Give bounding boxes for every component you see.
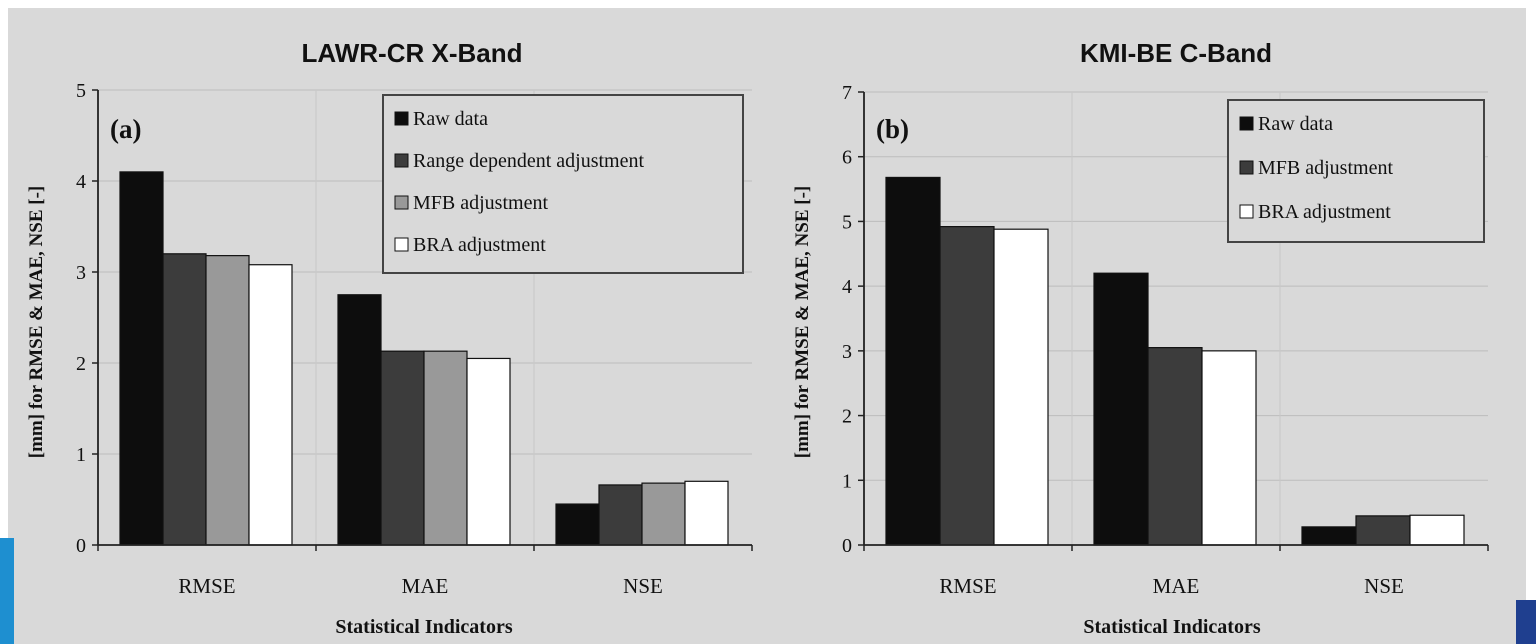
chart-b-legend: Raw data MFB adjustment BRA adjustment	[1227, 99, 1485, 243]
bar-nse-raw-data	[555, 503, 600, 546]
chart-b-ylabel: [mm] for RMSE & MAE, NSE [-]	[792, 186, 813, 458]
chart-b-title: KMI-BE C-Band	[1080, 38, 1272, 68]
slide-accent-left	[0, 538, 14, 644]
legend-swatch	[394, 195, 409, 210]
bar-mae-raw-data	[1093, 272, 1149, 546]
x-tick-label: NSE	[1364, 574, 1404, 598]
bar-rmse-raw-data	[885, 176, 941, 546]
bar-nse-range-dependent-adjustment	[598, 484, 643, 546]
bar-rmse-bra-adjustment	[248, 264, 293, 546]
chart-a: LAWR-CR X-Band (a) Statistical Indicator…	[26, 38, 753, 638]
chart-a-axes: 0 1 2 3 4 5 RMSE MAE NSE	[76, 80, 753, 598]
x-tick-label: RMSE	[939, 574, 996, 598]
bar-mae-mfb-adjustment	[1147, 347, 1203, 546]
legend-label: MFB adjustment	[1258, 157, 1393, 179]
legend-label: BRA adjustment	[413, 234, 546, 256]
bar-mae-bra-adjustment	[466, 357, 511, 546]
y-tick-label: 6	[842, 147, 852, 169]
legend-swatch	[1239, 116, 1254, 131]
y-tick-label: 4	[76, 171, 86, 193]
bar-nse-raw-data	[1301, 526, 1357, 546]
bar-rmse-range-dependent-adjustment	[162, 253, 207, 546]
legend-swatch	[394, 237, 409, 252]
chart-b-axes: 0 1 2 3 4 5 6 7 RMSE MAE NSE	[842, 82, 1489, 598]
bar-rmse-mfb-adjustment	[205, 255, 250, 546]
y-tick-label: 3	[842, 341, 852, 363]
bar-nse-bra-adjustment	[684, 480, 729, 546]
y-tick-label: 1	[76, 444, 86, 466]
legend-label: Raw data	[1258, 113, 1333, 135]
y-tick-label: 7	[842, 82, 852, 104]
bar-mae-range-dependent-adjustment	[380, 350, 425, 546]
chart-b: KMI-BE C-Band (b) Statistical Indicators…	[792, 38, 1489, 638]
y-tick-label: 2	[842, 406, 852, 428]
x-tick-label: MAE	[402, 574, 449, 598]
legend-label: BRA adjustment	[1258, 201, 1391, 223]
chart-a-panel-label: (a)	[110, 114, 141, 144]
legend-box	[1227, 99, 1485, 243]
bar-nse-mfb-adjustment	[1355, 515, 1411, 546]
chart-a-xlabel: Statistical Indicators	[335, 616, 512, 638]
x-tick-label: NSE	[623, 574, 663, 598]
chart-a-title: LAWR-CR X-Band	[302, 38, 523, 68]
legend-box	[382, 94, 744, 274]
bar-nse-bra-adjustment	[1409, 514, 1465, 546]
y-tick-label: 3	[76, 262, 86, 284]
chart-a-bars	[119, 171, 729, 546]
bar-rmse-bra-adjustment	[993, 228, 1049, 546]
y-tick-label: 0	[842, 535, 852, 557]
y-tick-label: 5	[76, 80, 86, 102]
bar-rmse-mfb-adjustment	[939, 226, 995, 546]
bar-nse-mfb-adjustment	[641, 482, 686, 546]
legend-label: MFB adjustment	[413, 192, 548, 214]
y-tick-label: 2	[76, 353, 86, 375]
y-tick-label: 5	[842, 211, 852, 233]
chart-a-legend: Raw data Range dependent adjustment MFB ad…	[382, 94, 744, 274]
legend-label: Range dependent adjustment	[413, 150, 644, 172]
chart-a-ylabel: [mm] for RMSE & MAE, NSE [-]	[26, 186, 47, 458]
legend-swatch	[1239, 204, 1254, 219]
legend-label: Raw data	[413, 108, 488, 130]
y-tick-label: 1	[842, 470, 852, 492]
chart-b-xlabel: Statistical Indicators	[1083, 616, 1260, 638]
bar-mae-bra-adjustment	[1201, 350, 1257, 546]
y-tick-label: 0	[76, 535, 86, 557]
bar-mae-raw-data	[337, 294, 382, 546]
x-tick-label: RMSE	[178, 574, 235, 598]
chart-b-panel-label: (b)	[876, 114, 909, 144]
bar-mae-mfb-adjustment	[423, 350, 468, 546]
bar-rmse-raw-data	[119, 171, 164, 546]
legend-swatch	[394, 153, 409, 168]
legend-swatch	[1239, 160, 1254, 175]
legend-swatch	[394, 111, 409, 126]
y-tick-label: 4	[842, 276, 852, 298]
x-tick-label: MAE	[1153, 574, 1200, 598]
slide-accent-right	[1516, 600, 1536, 644]
